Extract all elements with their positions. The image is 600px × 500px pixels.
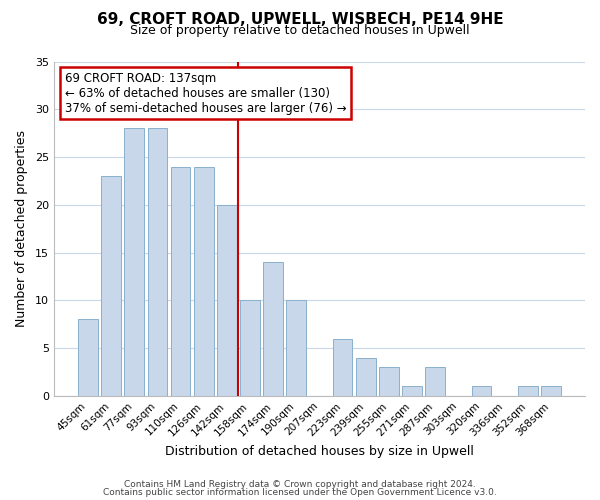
Text: Contains public sector information licensed under the Open Government Licence v3: Contains public sector information licen… — [103, 488, 497, 497]
Bar — [124, 128, 144, 396]
Bar — [101, 176, 121, 396]
Bar — [356, 358, 376, 396]
Bar — [240, 300, 260, 396]
Text: Contains HM Land Registry data © Crown copyright and database right 2024.: Contains HM Land Registry data © Crown c… — [124, 480, 476, 489]
Bar — [425, 367, 445, 396]
Bar — [333, 338, 352, 396]
Bar — [472, 386, 491, 396]
Bar — [217, 205, 236, 396]
Text: Size of property relative to detached houses in Upwell: Size of property relative to detached ho… — [130, 24, 470, 37]
Bar — [194, 166, 214, 396]
X-axis label: Distribution of detached houses by size in Upwell: Distribution of detached houses by size … — [165, 444, 474, 458]
Bar — [518, 386, 538, 396]
Bar — [263, 262, 283, 396]
Bar — [402, 386, 422, 396]
Bar — [379, 367, 399, 396]
Y-axis label: Number of detached properties: Number of detached properties — [15, 130, 28, 327]
Bar — [148, 128, 167, 396]
Bar — [78, 320, 98, 396]
Bar — [170, 166, 190, 396]
Bar — [286, 300, 306, 396]
Text: 69, CROFT ROAD, UPWELL, WISBECH, PE14 9HE: 69, CROFT ROAD, UPWELL, WISBECH, PE14 9H… — [97, 12, 503, 28]
Bar — [541, 386, 561, 396]
Text: 69 CROFT ROAD: 137sqm
← 63% of detached houses are smaller (130)
37% of semi-det: 69 CROFT ROAD: 137sqm ← 63% of detached … — [65, 72, 346, 114]
